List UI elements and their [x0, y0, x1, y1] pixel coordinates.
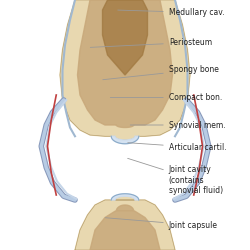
Polygon shape [90, 205, 160, 250]
Text: Synovial mem.: Synovial mem. [130, 120, 226, 130]
Text: Articular cartil.: Articular cartil. [128, 143, 226, 152]
Text: Joint capsule: Joint capsule [105, 218, 218, 230]
Polygon shape [78, 0, 172, 128]
Text: Compact bon.: Compact bon. [110, 93, 222, 102]
Polygon shape [75, 196, 175, 250]
Text: Spongy bone: Spongy bone [103, 66, 218, 80]
Text: Medullary cav.: Medullary cav. [118, 8, 224, 17]
Polygon shape [60, 0, 190, 140]
Text: Joint cavity
(contains
synovial fluid): Joint cavity (contains synovial fluid) [128, 158, 223, 195]
Polygon shape [111, 194, 139, 200]
Text: Periosteum: Periosteum [90, 38, 212, 47]
Polygon shape [111, 136, 139, 144]
Polygon shape [102, 0, 148, 75]
